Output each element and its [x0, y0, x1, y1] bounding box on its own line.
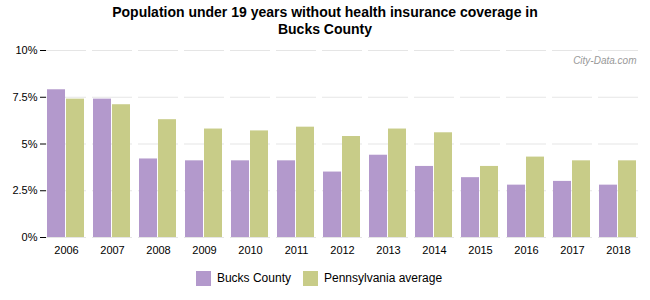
- svg-text:2017: 2017: [560, 244, 584, 256]
- svg-text:2007: 2007: [100, 244, 124, 256]
- svg-text:10%: 10%: [15, 44, 37, 56]
- svg-text:2018: 2018: [606, 244, 630, 256]
- svg-text:2012: 2012: [330, 244, 354, 256]
- svg-text:5%: 5%: [22, 137, 38, 149]
- html-text:Population under 19 years with: Population under 19 years without health…: [112, 4, 538, 37]
- svg-text:7.5%: 7.5%: [12, 90, 37, 102]
- svg-text:2009: 2009: [192, 244, 216, 256]
- svg-text:0%: 0%: [22, 231, 38, 243]
- svg-text:2011: 2011: [285, 244, 309, 256]
- svg-text:2008: 2008: [146, 244, 170, 256]
- svg-text:2015: 2015: [468, 244, 492, 256]
- svg-text:2013: 2013: [376, 244, 400, 256]
- html-text:Pennsylvania average: Pennsylvania average: [324, 271, 443, 286]
- svg-text:2010: 2010: [238, 244, 262, 256]
- svg-text:City-Data.com: City-Data.com: [573, 54, 636, 65]
- html-text:Bucks County: Bucks County: [216, 271, 291, 286]
- svg-text:2014: 2014: [422, 244, 446, 256]
- svg-text:2006: 2006: [54, 244, 78, 256]
- svg-text:2.5%: 2.5%: [12, 184, 37, 196]
- svg-text:2016: 2016: [514, 244, 538, 256]
